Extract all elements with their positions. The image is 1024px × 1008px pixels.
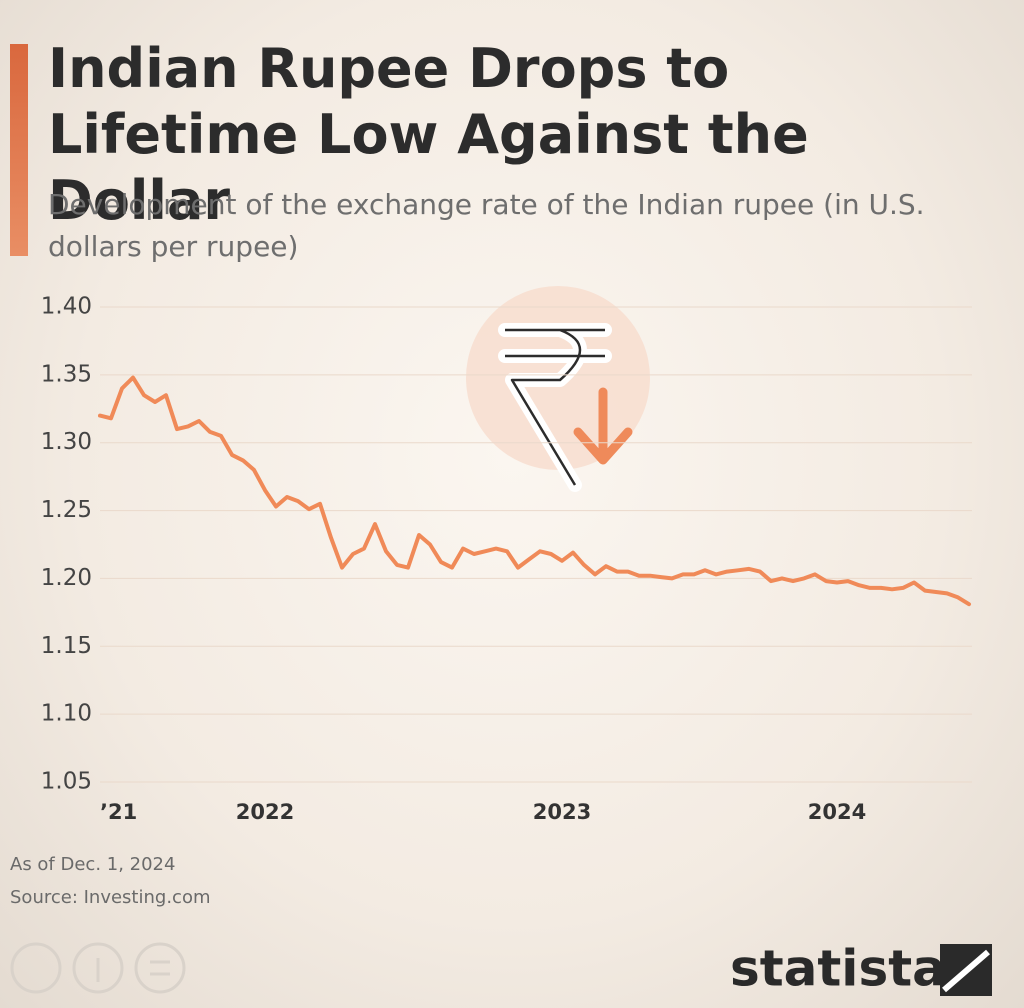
x-tick-label: 2024 bbox=[808, 800, 866, 824]
y-tick-label: 1.20 bbox=[41, 565, 92, 591]
brand-mark bbox=[940, 944, 992, 996]
x-tick-label: 2023 bbox=[533, 800, 591, 824]
brand-logo: statista bbox=[730, 940, 946, 998]
y-tick-label: 1.40 bbox=[41, 294, 92, 320]
accent-bar bbox=[10, 44, 28, 256]
y-tick-label: 1.15 bbox=[41, 633, 92, 659]
data-line bbox=[98, 375, 971, 607]
y-tick-label: 1.25 bbox=[41, 497, 92, 523]
y-tick-label: 1.10 bbox=[41, 701, 92, 727]
rupee-icon bbox=[466, 286, 650, 492]
y-tick-label: 1.30 bbox=[41, 429, 92, 455]
source: Source: Investing.com bbox=[10, 887, 211, 908]
chart-subtitle: Development of the exchange rate of the … bbox=[48, 188, 925, 263]
x-tick-label: 2022 bbox=[236, 800, 294, 824]
chart-title: Indian Rupee Drops to Lifetime Low Again… bbox=[48, 37, 809, 232]
y-tick-label: 1.05 bbox=[41, 769, 92, 795]
license-icons bbox=[10, 942, 186, 994]
y-tick-label: 1.35 bbox=[41, 361, 92, 387]
note: As of Dec. 1, 2024 bbox=[10, 854, 175, 875]
x-tick-label: ’21 bbox=[100, 800, 137, 824]
